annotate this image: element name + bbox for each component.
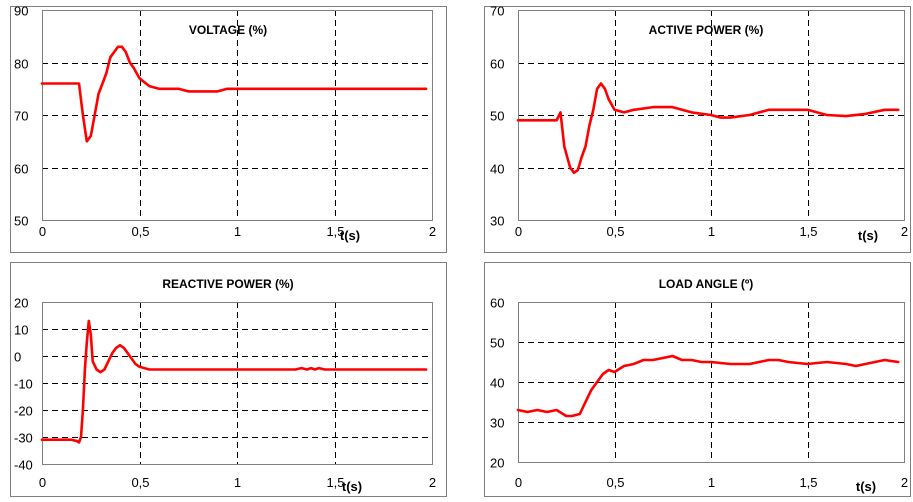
chart-2-xtick-label: 2 <box>901 224 908 239</box>
chart-1-xaxis-label: t(s) <box>340 228 360 243</box>
chart-1-ytick-label: 70 <box>14 109 28 124</box>
chart-3-xtick-label: 2 <box>429 475 436 490</box>
chart-2-frame <box>484 6 911 253</box>
chart-3-xtick-label: 1,5 <box>326 475 344 490</box>
chart-2-ytick-label: 50 <box>490 109 504 124</box>
chart-3-xtick-label: 0,5 <box>131 475 149 490</box>
chart-4-xtick-label: 0,5 <box>606 475 624 490</box>
chart-1-ytick-label: 80 <box>14 57 28 72</box>
chart-4-xtick-label: 1 <box>708 475 715 490</box>
chart-2-ytick-label: 70 <box>490 4 504 19</box>
chart-4-title: LOAD ANGLE (º) <box>659 277 754 291</box>
chart-1-frame <box>10 6 447 253</box>
chart-4-frame <box>484 262 911 497</box>
chart-3-frame <box>10 262 447 497</box>
chart-3-ytick-label: -20 <box>14 404 33 419</box>
chart-2-xtick-label: 1 <box>708 224 715 239</box>
chart-4-xtick-label: 2 <box>901 475 908 490</box>
chart-2-series-line <box>516 82 900 175</box>
chart-3-ytick-label: 20 <box>14 296 28 311</box>
chart-2-xtick-label: 0 <box>515 224 522 239</box>
chart-1-xtick-label: 1,5 <box>326 224 344 239</box>
chart-4-xaxis-label: t(s) <box>856 479 876 494</box>
chart-4-ytick-label: 60 <box>490 296 504 311</box>
chart-1: VOLTAGE (%) 50 60 70 80 90 0 0,5 1 1,5 2 t(s) <box>10 4 447 253</box>
chart-4-xtick-label: 0 <box>515 475 522 490</box>
chart-3-ytick-label: -30 <box>14 431 33 446</box>
chart-4-xtick-label: 1,5 <box>799 475 817 490</box>
chart-4-ytick-label: 40 <box>490 376 504 391</box>
chart-1-xtick-label: 1 <box>234 224 241 239</box>
chart-3-ytick-label: -40 <box>14 458 33 473</box>
chart-3-xtick-label: 0 <box>39 475 46 490</box>
chart-1-ytick-label: 90 <box>14 4 28 19</box>
chart-2-ytick-label: 60 <box>490 57 504 72</box>
chart-1-series-line <box>40 45 428 143</box>
chart-2-ytick-label: 30 <box>490 214 504 229</box>
chart-2-xtick-label: 0,5 <box>606 224 624 239</box>
chart-1-xtick-label: 0 <box>39 224 46 239</box>
chart-4-series-line <box>516 354 900 418</box>
chart-1-ytick-label: 60 <box>14 162 28 177</box>
chart-2-xtick-label: 1,5 <box>799 224 817 239</box>
chart-3: REACTIVE POWER (%) -40 -30 -20 -10 0 10 20 0 0,5 1… <box>10 262 447 497</box>
chart-2: ACTIVE POWER (%) 30 40 50 60 70 0 0,5 1 1,5 2 t(s) <box>484 4 911 253</box>
chart-3-ytick-label: 0 <box>14 350 21 365</box>
chart-3-xtick-label: 1 <box>234 475 241 490</box>
chart-2-xaxis-label: t(s) <box>858 228 878 243</box>
chart-3-ytick-label: -10 <box>14 377 33 392</box>
chart-3-title: REACTIVE POWER (%) <box>162 277 293 291</box>
chart-4-ytick-label: 50 <box>490 336 504 351</box>
chart-4-ytick-label: 20 <box>490 456 504 471</box>
chart-3-series-line <box>40 319 428 444</box>
chart-2-plot-area <box>518 10 905 221</box>
chart-2-ytick-label: 40 <box>490 162 504 177</box>
chart-4-plot-area <box>518 302 905 463</box>
chart-3-plot-area <box>42 302 433 465</box>
chart-1-xtick-label: 0,5 <box>131 224 149 239</box>
chart-3-xaxis-label: t(s) <box>342 479 362 494</box>
chart-1-plot-area <box>42 10 433 221</box>
chart-1-title: VOLTAGE (%) <box>189 23 267 37</box>
chart-1-xtick-label: 2 <box>429 224 436 239</box>
chart-4: LOAD ANGLE (º) 20 30 40 50 60 0 0,5 1 1,5 2 t(s) <box>484 262 911 497</box>
chart-2-title: ACTIVE POWER (%) <box>649 23 764 37</box>
chart-4-ytick-label: 30 <box>490 416 504 431</box>
chart-1-ytick-label: 50 <box>14 214 28 229</box>
chart-3-ytick-label: 10 <box>14 323 28 338</box>
